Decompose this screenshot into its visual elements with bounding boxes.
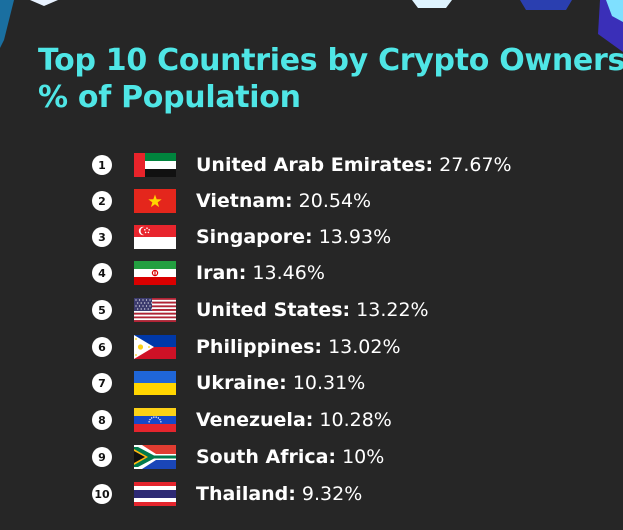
decor-shape-left-small bbox=[30, 0, 58, 6]
country-value-label: Vietnam: 20.54% bbox=[196, 189, 371, 213]
country-value-label: Iran: 13.46% bbox=[196, 261, 325, 285]
country-value-label: South Africa: 10% bbox=[196, 445, 384, 469]
title-line-2: % of Population bbox=[38, 80, 301, 115]
country-name: Vietnam: bbox=[196, 190, 293, 212]
singapore-flag-icon bbox=[134, 225, 176, 249]
rank-badge: 2 bbox=[92, 191, 112, 211]
rank-badge: 5 bbox=[92, 300, 112, 320]
percentage-value: 27.67% bbox=[433, 154, 512, 176]
country-name: Iran: bbox=[196, 262, 247, 284]
list-item: 1 United Arab Emirates: 27.67% bbox=[92, 147, 592, 183]
list-item: 2 Vietnam: 20.54% bbox=[92, 183, 592, 219]
rank-badge: 3 bbox=[92, 227, 112, 247]
country-name: South Africa: bbox=[196, 446, 337, 468]
percentage-value: 10.31% bbox=[286, 372, 366, 394]
country-value-label: Singapore: 13.93% bbox=[196, 225, 391, 249]
country-value-label: Venezuela: 10.28% bbox=[196, 408, 392, 432]
rank-badge: 10 bbox=[92, 484, 112, 504]
ukraine-flag-icon bbox=[134, 371, 176, 395]
country-name: Venezuela: bbox=[196, 409, 314, 431]
percentage-value: 13.02% bbox=[322, 336, 401, 358]
page-title: Top 10 Countries by Crypto Owners % of P… bbox=[38, 42, 623, 116]
country-value-label: Ukraine: 10.31% bbox=[196, 371, 365, 395]
list-item: 3 Singapore: 13.93% bbox=[92, 219, 592, 255]
rank-badge: 6 bbox=[92, 337, 112, 357]
percentage-value: 13.93% bbox=[312, 226, 392, 248]
rank-badge: 9 bbox=[92, 447, 112, 467]
rank-badge: 1 bbox=[92, 155, 112, 175]
rank-badge: 7 bbox=[92, 373, 112, 393]
country-value-label: Philippines: 13.02% bbox=[196, 335, 401, 359]
south-africa-flag-icon bbox=[134, 445, 176, 469]
decor-shapes bbox=[0, 0, 623, 52]
title-line-1: Top 10 Countries by Crypto Owners bbox=[38, 43, 623, 78]
uae-flag-icon bbox=[134, 153, 176, 177]
vietnam-flag-icon bbox=[134, 189, 176, 213]
decor-shape-left bbox=[0, 0, 14, 48]
list-item: 10 Thailand: 9.32% bbox=[92, 476, 592, 512]
list-item: 8 Venezuela: 10.28% bbox=[92, 402, 592, 438]
thailand-flag-icon bbox=[134, 482, 176, 506]
rank-badge: 8 bbox=[92, 410, 112, 430]
percentage-value: 13.22% bbox=[350, 299, 429, 321]
country-name: United States: bbox=[196, 299, 351, 321]
country-name: Singapore: bbox=[196, 226, 313, 248]
percentage-value: 13.46% bbox=[246, 262, 325, 284]
country-name: Philippines: bbox=[196, 336, 323, 358]
percentage-value: 10% bbox=[336, 446, 385, 468]
iran-flag-icon bbox=[134, 261, 176, 285]
country-name: United Arab Emirates: bbox=[196, 154, 434, 176]
percentage-value: 9.32% bbox=[295, 483, 363, 505]
list-item: 9 South Africa: 10% bbox=[92, 439, 592, 475]
percentage-value: 10.28% bbox=[313, 409, 392, 431]
usa-flag-icon bbox=[134, 298, 176, 322]
country-value-label: Thailand: 9.32% bbox=[196, 482, 362, 506]
country-name: Thailand: bbox=[196, 483, 296, 505]
percentage-value: 20.54% bbox=[292, 190, 372, 212]
list-item: 4 Iran: 13.46% bbox=[92, 255, 592, 291]
rank-badge: 4 bbox=[92, 263, 112, 283]
country-name: Ukraine: bbox=[196, 372, 287, 394]
country-value-label: United Arab Emirates: 27.67% bbox=[196, 153, 512, 177]
philippines-flag-icon bbox=[134, 335, 176, 359]
country-value-label: United States: 13.22% bbox=[196, 298, 429, 322]
list-item: 7 Ukraine: 10.31% bbox=[92, 365, 592, 401]
decor-shape-right bbox=[520, 0, 572, 10]
decor-shape-corner-light bbox=[606, 0, 623, 22]
decor-shape-mid bbox=[412, 0, 452, 8]
list-item: 5 United States: 13.22% bbox=[92, 292, 592, 328]
list-item: 6 Philippines: 13.02% bbox=[92, 329, 592, 365]
venezuela-flag-icon bbox=[134, 408, 176, 432]
